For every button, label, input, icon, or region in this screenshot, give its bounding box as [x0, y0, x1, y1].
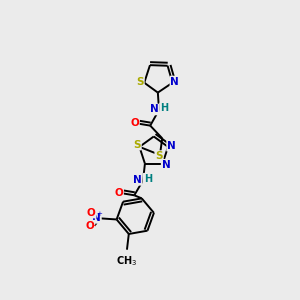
Text: +: +	[96, 211, 102, 217]
Text: CH$_3$: CH$_3$	[116, 254, 137, 268]
Text: O: O	[86, 221, 94, 231]
Text: N: N	[149, 104, 158, 114]
Text: S: S	[155, 151, 163, 161]
Text: N: N	[133, 175, 142, 185]
Text: -: -	[93, 221, 96, 230]
Text: N: N	[167, 141, 176, 151]
Text: N: N	[170, 76, 179, 87]
Text: O: O	[87, 208, 96, 218]
Text: H: H	[160, 103, 168, 113]
Text: N: N	[92, 213, 101, 223]
Text: N: N	[162, 160, 170, 170]
Text: S: S	[136, 77, 144, 87]
Text: O: O	[114, 188, 123, 197]
Text: H: H	[144, 174, 152, 184]
Text: S: S	[134, 140, 141, 150]
Text: O: O	[130, 118, 139, 128]
